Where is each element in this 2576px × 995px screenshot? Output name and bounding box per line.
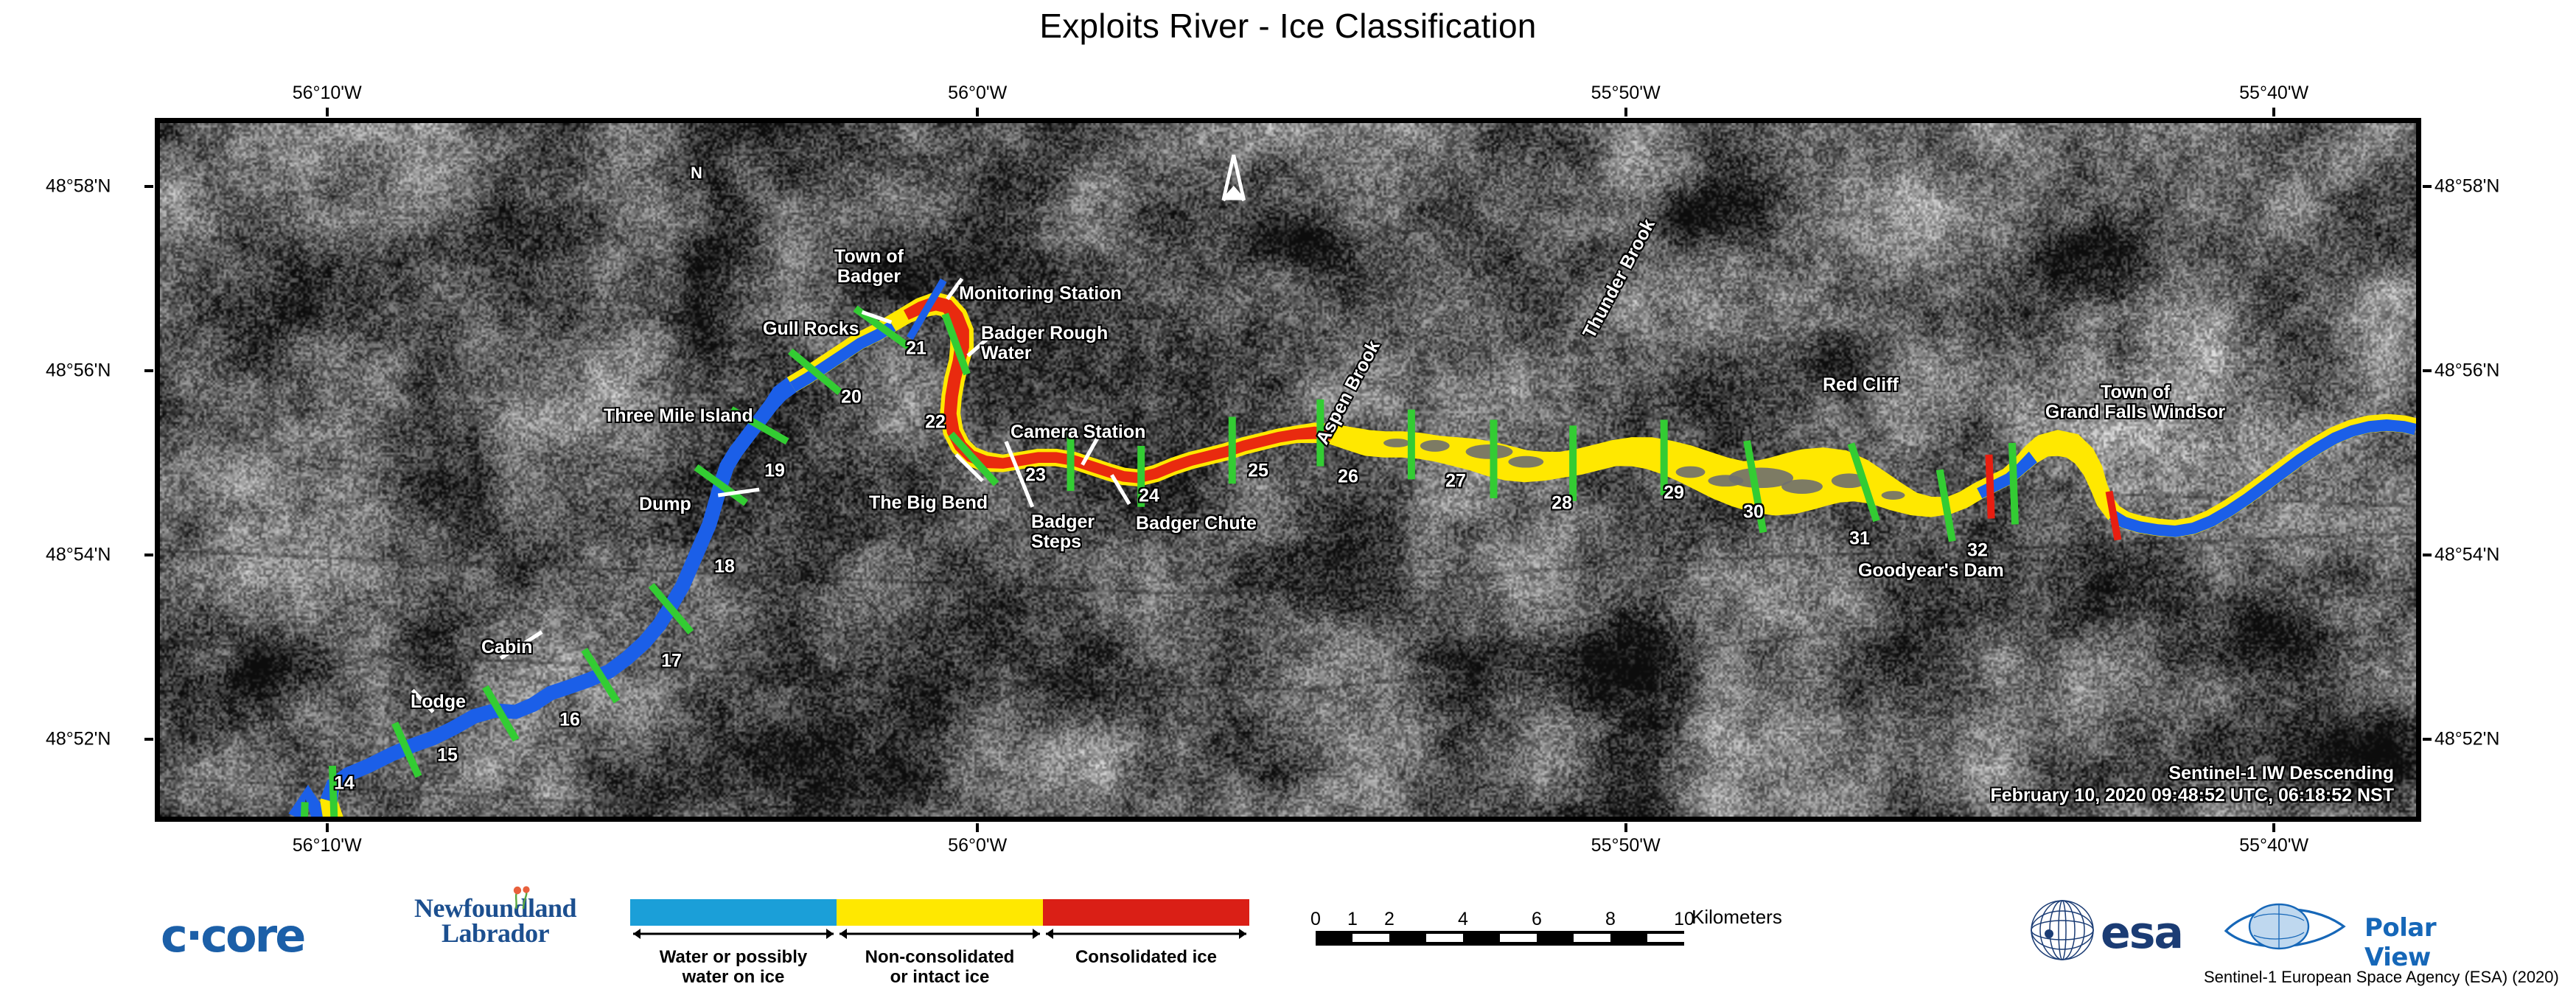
scale-bar-segment (1647, 934, 1684, 942)
ccore-logo: c·core (161, 909, 306, 963)
latitude-label-right: 48°52'N (2434, 728, 2500, 750)
north-arrow-icon (1221, 154, 1246, 202)
ice-classification-legend: Water or possibly water on ice Non-consol… (630, 899, 1249, 988)
latitude-label: 48°56'N (46, 360, 111, 381)
latitude-label-right: 48°58'N (2434, 175, 2500, 197)
latitude-tick (2423, 369, 2432, 372)
scale-bar-segment (1500, 934, 1537, 942)
map-surround: c·core Newfoundland Labrador Water or po… (0, 881, 2576, 995)
longitude-label: 55°40'W (2239, 83, 2309, 103)
scale-bar-unit: Kilometers (1692, 906, 1782, 928)
acquisition-info: Sentinel-1 IW Descending February 10, 20… (1991, 763, 2395, 806)
latitude-tick (144, 369, 153, 372)
longitude-tick (325, 108, 329, 116)
scale-bar-segment (1426, 934, 1463, 942)
legend-color-bars (630, 899, 1249, 926)
latitude-tick (2423, 554, 2432, 557)
longitude-label-bottom: 55°50'W (1591, 835, 1661, 856)
scale-bar-ticks: 0 1 2 4 6 8 10 (1310, 909, 1728, 931)
longitude-tick (1624, 108, 1627, 116)
latitude-tick (144, 184, 153, 188)
ccore-logo-text: c·core (161, 909, 306, 963)
map-canvas[interactable]: N Town of Badger Monitoring Station Gull R… (155, 118, 2421, 822)
legend-swatch-non-consolidated-or-intact-ice (837, 899, 1043, 926)
legend-labels: Water or possibly water on ice Non-consol… (630, 947, 1249, 988)
latitude-label-right: 48°56'N (2434, 360, 2500, 381)
scale-tick-label: 4 (1458, 909, 1468, 929)
scale-tick-label: 6 (1532, 909, 1542, 929)
latitude-tick (144, 554, 153, 557)
legend-label-consolidated-ice: Consolidated ice (1075, 947, 1218, 967)
longitude-tick (325, 823, 329, 832)
latitude-tick (2423, 184, 2432, 188)
longitude-label: 55°50'W (1591, 83, 1661, 103)
latitude-label-right: 48°54'N (2434, 544, 2500, 565)
esa-globe-icon (2031, 900, 2094, 960)
legend-label-non-consolidated-or-intact-ice: Non-consolidated or intact ice (865, 947, 1015, 988)
scale-bar-segment (1352, 934, 1389, 942)
scale-bar-graphic (1316, 931, 1684, 946)
legend-label-water-or-possibly-water-on-ice: Water or possibly water on ice (659, 947, 808, 988)
esa-logo-text: esa (2101, 907, 2184, 959)
scale-tick-label: 2 (1384, 909, 1395, 929)
longitude-label-bottom: 55°40'W (2239, 835, 2309, 856)
scale-tick-label: 0 (1310, 909, 1321, 929)
polar-view-logo-text: Polar View (2364, 913, 2437, 972)
ice-classification-overlay (288, 154, 2416, 817)
polar-view-eye-icon (2224, 903, 2346, 950)
pitcher-plant-icon (513, 886, 530, 910)
legend-range-arrows (633, 929, 1246, 939)
longitude-tick (2272, 823, 2276, 832)
longitude-tick (2272, 108, 2276, 116)
acquisition-line-2: February 10, 2020 09:48:52 UTC, 06:18:52… (1990, 784, 2395, 806)
legend-swatch-consolidated-ice (1043, 899, 1249, 926)
scale-tick-label: 10 (1674, 909, 1694, 929)
longitude-label-bottom: 56°10'W (292, 835, 362, 856)
longitude-tick (976, 108, 980, 116)
data-credit: Sentinel-1 European Space Agency (ESA) (… (2204, 968, 2559, 986)
longitude-label: 56°0'W (948, 83, 1008, 103)
scale-bar: 0 1 2 4 6 8 10 Kilometers (1310, 906, 1782, 946)
nl-logo-line-1: Newfoundland (414, 893, 577, 923)
latitude-label: 48°58'N (46, 175, 111, 197)
longitude-tick (1624, 823, 1627, 832)
newfoundland-labrador-logo: Newfoundland Labrador (414, 886, 577, 949)
scale-tick-label: 8 (1605, 909, 1616, 929)
legend-swatch-water-or-possibly-water-on-ice (630, 899, 837, 926)
acquisition-line-1: Sentinel-1 IW Descending (2168, 763, 2394, 783)
longitude-label: 56°10'W (292, 83, 362, 103)
latitude-label: 48°54'N (46, 544, 111, 565)
nl-logo-line-2: Labrador (441, 918, 550, 949)
latitude-tick (2423, 738, 2432, 741)
map-label-red-indian-falls: Red Indian Falls (393, 820, 534, 822)
longitude-tick (976, 823, 980, 832)
page-title: Exploits River - Ice Classification (1039, 7, 1537, 45)
scale-bar-segment (1574, 934, 1610, 942)
longitude-label-bottom: 56°0'W (948, 835, 1008, 856)
latitude-label: 48°52'N (46, 728, 111, 750)
scale-tick-label: 1 (1347, 909, 1358, 929)
latitude-tick (144, 738, 153, 741)
